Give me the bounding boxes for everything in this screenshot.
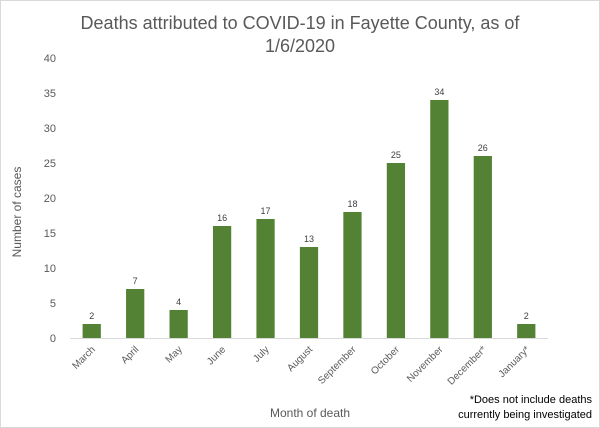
y-tick-label: 30 [44,123,56,135]
data-label: 4 [176,297,181,307]
bar [430,100,449,338]
chart-title-line-2: 1/6/2020 [264,36,336,56]
y-tick-label: 10 [44,263,56,275]
bar [169,310,188,338]
y-tick-label: 40 [44,53,56,65]
data-label: 7 [133,276,138,286]
bar [256,219,275,338]
bar [299,247,319,338]
data-label: 18 [347,199,357,209]
footnote-line-1: *Does not include deaths [469,394,592,406]
y-tick-label: 20 [44,193,56,205]
data-label: 34 [434,87,444,97]
x-tick-label: December* [446,344,489,387]
x-tick-label: October [369,344,402,377]
data-label: 13 [304,234,314,244]
bar [212,226,232,338]
data-label: 26 [478,143,488,153]
y-tick-label: 0 [50,333,56,345]
y-tick-label: 25 [44,158,56,170]
x-tick-label: September [316,344,359,387]
data-label: 17 [261,206,271,216]
x-tick-label: June [205,344,228,367]
x-tick-label: March [70,344,97,371]
y-axis-label: Number of cases [10,166,24,258]
data-label: 16 [217,213,227,223]
bar [126,289,145,338]
data-label: 25 [391,150,401,160]
chart-title-line-1: Deaths attributed to COVID-19 in Fayette… [80,13,520,33]
x-axis-label: Month of death [269,406,351,420]
bar [517,324,536,338]
bar [386,163,406,338]
data-label: 2 [89,311,94,321]
bar [473,156,492,338]
x-tick-label: April [119,344,141,366]
chart-title: Deaths attributed to COVID-19 in Fayette… [0,12,600,58]
footnote-line-2: currently being investigated [458,409,592,421]
x-tick-label: August [285,344,315,374]
y-tick-label: 5 [50,298,56,310]
data-label: 2 [524,311,529,321]
x-tick-label: January* [497,344,533,380]
y-tick-label: 15 [44,228,56,240]
x-tick-label: November [405,344,446,385]
footnote: *Does not include deaths currently being… [440,393,600,423]
x-tick-label: July [251,344,271,364]
bar [343,212,362,338]
x-tick-label: May [164,344,185,365]
y-tick-label: 35 [44,88,56,100]
bar [82,324,101,338]
